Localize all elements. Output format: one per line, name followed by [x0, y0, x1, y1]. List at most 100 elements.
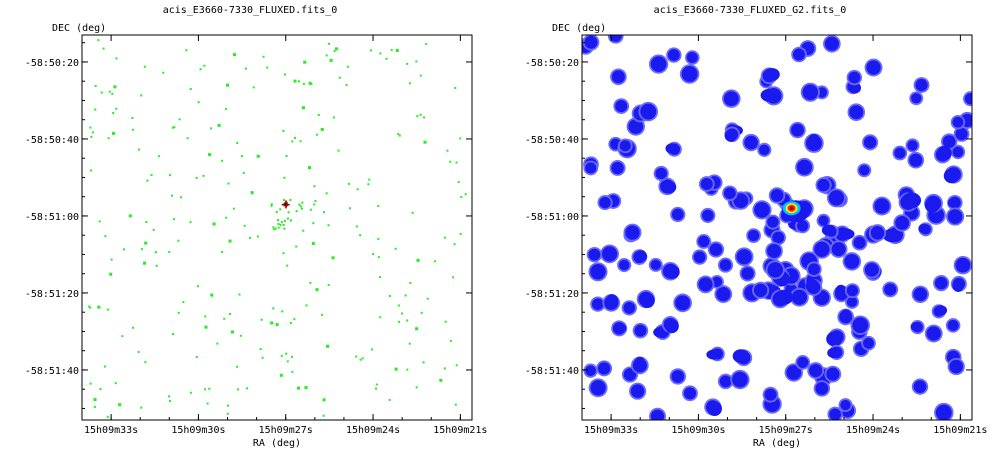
blob-extension [732, 349, 750, 364]
event-point [89, 126, 92, 129]
event-point [355, 355, 358, 358]
event-point [305, 304, 308, 307]
blob [733, 193, 749, 209]
right-panel: acis_E3660-7330_FLUXED_G2.fits_0 DEC (deg… [500, 0, 1000, 460]
blob [744, 135, 758, 150]
blob [719, 259, 732, 271]
event-point [177, 239, 180, 242]
event-point [425, 43, 428, 46]
event-point [203, 64, 206, 67]
event-point [202, 174, 205, 177]
blob [818, 215, 829, 226]
y-tick-label: -58:51:40 [525, 366, 579, 377]
x-tick-label: 15h09m24s [846, 425, 900, 436]
event-point [182, 301, 185, 304]
cluster-point [298, 203, 301, 206]
event-point [97, 305, 101, 309]
blob [590, 380, 606, 396]
event-point [446, 149, 449, 152]
event-point [302, 82, 305, 85]
y-tick-label: -58:51:00 [25, 212, 79, 223]
event-point [454, 403, 457, 406]
event-point [286, 264, 289, 267]
blob-extension [707, 401, 723, 416]
blob [667, 49, 680, 61]
x-tick-label: 15h09m27s [759, 425, 813, 436]
event-point [420, 311, 423, 314]
event-point [315, 133, 318, 136]
blob [844, 253, 860, 269]
event-point [93, 405, 96, 408]
event-point [444, 320, 447, 323]
event-point [411, 211, 414, 214]
event-point [221, 251, 224, 254]
event-point [322, 398, 326, 402]
event-point [449, 160, 452, 163]
x-axis-label: RA (deg) [253, 438, 301, 449]
event-point [454, 86, 457, 89]
blob-extension [937, 145, 952, 161]
event-point [326, 344, 330, 348]
event-point [118, 403, 122, 407]
event-point [189, 391, 192, 394]
blob-extension [924, 197, 940, 213]
event-point [423, 116, 426, 119]
event-point [291, 140, 294, 143]
blob [709, 243, 723, 256]
event-point [246, 387, 249, 390]
event-point [189, 221, 192, 224]
event-point [379, 316, 382, 319]
event-point [283, 73, 286, 76]
event-point [409, 282, 412, 285]
event-point [162, 71, 165, 74]
blob [683, 387, 697, 400]
event-point [422, 361, 425, 364]
event-point [230, 330, 234, 334]
blob [764, 388, 777, 401]
blob-extension [664, 265, 680, 279]
event-point [228, 239, 232, 243]
blob [655, 167, 667, 180]
blob [588, 248, 601, 261]
blob-extension [634, 356, 646, 372]
event-point [152, 228, 155, 231]
blob [870, 225, 885, 240]
blob [772, 231, 785, 244]
event-point [397, 304, 400, 307]
blob-extension [943, 168, 960, 184]
event-point [404, 294, 407, 297]
event-point [388, 294, 391, 297]
blob-extension [640, 293, 655, 309]
event-point [171, 194, 174, 197]
event-point [216, 342, 219, 345]
blob [618, 259, 630, 271]
blob [894, 147, 906, 159]
event-point [310, 83, 313, 86]
event-point [293, 136, 296, 139]
blob [874, 198, 890, 214]
event-point [146, 179, 149, 182]
event-point [315, 288, 319, 292]
event-point [346, 65, 349, 68]
event-point [186, 137, 189, 140]
event-point [89, 306, 92, 309]
blob [846, 296, 858, 308]
blob [853, 236, 866, 249]
event-point [385, 57, 388, 60]
event-point [304, 386, 308, 390]
blob [671, 370, 685, 383]
x-tick-label: 15h09m33s [584, 425, 638, 436]
blob [840, 399, 851, 411]
event-point [308, 81, 312, 85]
event-point [377, 204, 380, 207]
event-point [283, 176, 286, 179]
event-point [111, 131, 115, 135]
y-tick-label: -58:50:40 [25, 135, 79, 146]
event-point [189, 87, 192, 90]
cluster-point [289, 199, 292, 202]
event-point [108, 90, 111, 93]
event-point [309, 281, 312, 284]
event-point [109, 272, 113, 276]
event-point [281, 310, 284, 313]
event-point [459, 137, 462, 140]
